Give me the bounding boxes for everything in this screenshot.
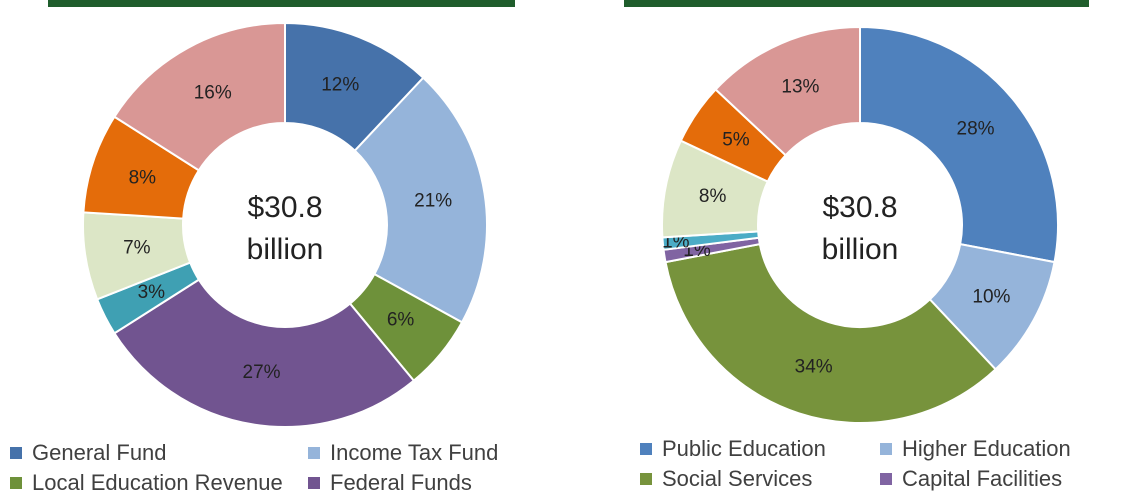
chart0-legend-swatch-1 xyxy=(308,447,320,459)
chart1-legend-item-0: Public Education xyxy=(640,436,826,462)
chart1-slice-label-2: 34% xyxy=(795,357,833,378)
chart1-slice-0 xyxy=(859,25,1059,264)
chart1-center-label-1: billion xyxy=(822,233,899,266)
chart1-legend-label-0: Public Education xyxy=(662,436,826,461)
chart1-legend-item-2: Social Services xyxy=(640,466,812,492)
chart0-legend-swatch-2 xyxy=(10,477,22,489)
chart1-legend-item-1: Higher Education xyxy=(880,436,1071,462)
chart0-legend-item-1: Income Tax Fund xyxy=(308,440,498,466)
chart0-slice-label-1: 21% xyxy=(414,191,452,212)
chart0-slice-3 xyxy=(113,278,416,428)
chart1-slice-label-1: 10% xyxy=(972,286,1010,307)
chart0-center-label-1: billion xyxy=(247,233,324,266)
chart0-slice-label-5: 7% xyxy=(123,237,151,258)
chart1-legend-label-2: Social Services xyxy=(662,466,813,491)
chart0-slice-label-4: 3% xyxy=(138,282,166,303)
chart1-slice-label-0: 28% xyxy=(957,118,995,139)
left-chart-header-bar xyxy=(48,0,515,7)
chart0-legend-item-2: Local Education Revenue xyxy=(10,470,283,496)
chart1-slice-label-7: 13% xyxy=(781,76,819,97)
chart1-slice-2 xyxy=(664,242,997,424)
chart0-legend-label-3: Federal Funds xyxy=(330,470,472,495)
right-chart-header-bar xyxy=(624,0,1089,7)
chart1-legend-swatch-2 xyxy=(640,473,652,485)
chart1-slice-7 xyxy=(714,25,861,157)
chart1-legend-swatch-3 xyxy=(880,473,892,485)
chart0-legend-label-0: General Fund xyxy=(32,440,167,465)
chart0-slice-7 xyxy=(113,21,286,172)
chart0-slice-1 xyxy=(353,76,488,324)
chart0-slice-label-2: 6% xyxy=(387,310,415,331)
chart1-legend-swatch-1 xyxy=(880,443,892,455)
chart0-center-label-0: $30.8 xyxy=(247,191,322,224)
chart0-legend-item-3: Federal Funds xyxy=(308,470,472,496)
chart0-slice-label-7: 16% xyxy=(194,83,232,104)
chart0-legend-item-0: General Fund xyxy=(10,440,167,466)
chart0-legend-label-2: Local Education Revenue xyxy=(32,470,283,495)
chart1-legend-item-3: Capital Facilities xyxy=(880,466,1062,492)
chart1-center-label-0: $30.8 xyxy=(822,191,897,224)
chart0-legend-swatch-0 xyxy=(10,447,22,459)
chart0-legend-label-1: Income Tax Fund xyxy=(330,440,499,465)
chart0-slice-label-0: 12% xyxy=(321,75,359,96)
chart1-slice-label-5: 8% xyxy=(699,186,727,207)
chart1-legend-label-1: Higher Education xyxy=(902,436,1071,461)
chart1-slice-label-6: 5% xyxy=(722,130,750,151)
chart1-legend-label-3: Capital Facilities xyxy=(902,466,1063,491)
chart0-slice-label-6: 8% xyxy=(129,168,157,189)
chart1-legend-swatch-0 xyxy=(640,443,652,455)
chart0-slice-label-3: 27% xyxy=(243,362,281,383)
revenue-donut-chart: 12% 21% 6% 27% 3% 7% 8% 16% $30.8 billion xyxy=(82,21,488,428)
chart0-legend-swatch-3 xyxy=(308,477,320,489)
